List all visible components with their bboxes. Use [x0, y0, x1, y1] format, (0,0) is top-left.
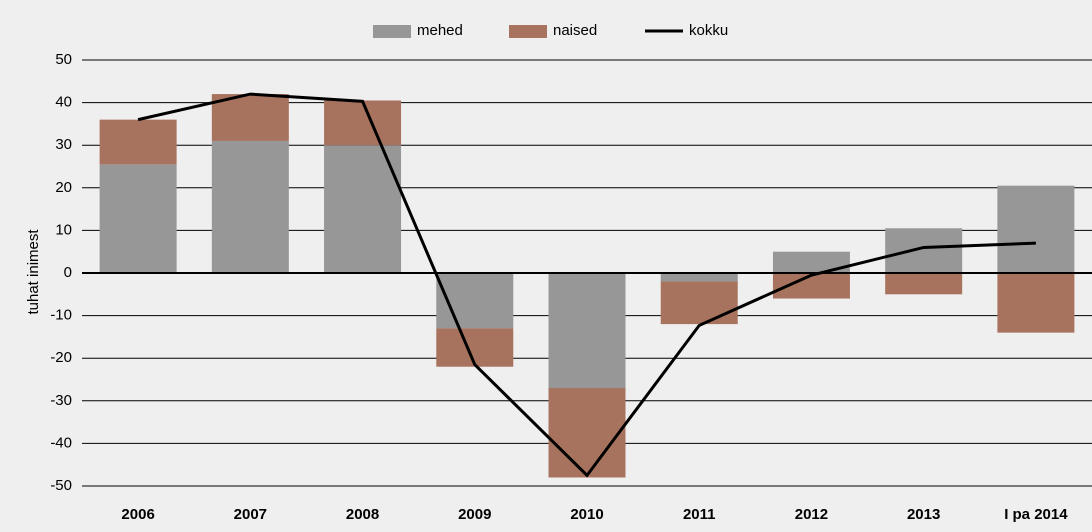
bar — [436, 328, 514, 367]
y-tick-label: -40 — [50, 434, 72, 451]
bar — [660, 273, 738, 282]
y-tick-label: 20 — [55, 179, 72, 196]
legend-label: naised — [553, 22, 597, 39]
y-axis-label: tuhat inimest — [25, 229, 42, 315]
legend-label: kokku — [689, 22, 728, 39]
bar — [211, 140, 289, 273]
bar — [885, 273, 963, 295]
legend-swatch — [373, 25, 411, 38]
x-tick-label: 2006 — [121, 506, 154, 523]
x-tick-label: 2011 — [683, 506, 716, 523]
bar — [997, 185, 1075, 273]
bar — [324, 100, 402, 146]
bar — [660, 281, 738, 325]
bar — [997, 273, 1075, 333]
x-tick-label: 2013 — [907, 506, 940, 523]
x-tick-label: 2009 — [458, 506, 491, 523]
bar — [211, 94, 289, 141]
y-tick-label: 50 — [55, 51, 72, 68]
bar — [99, 164, 177, 273]
x-tick-label: 2012 — [795, 506, 828, 523]
bar — [548, 273, 626, 389]
legend-swatch — [509, 25, 547, 38]
bar — [885, 228, 963, 273]
y-tick-label: 0 — [64, 264, 72, 281]
y-tick-label: -30 — [50, 392, 72, 409]
y-tick-label: -50 — [50, 477, 72, 494]
legend-label: mehed — [417, 22, 463, 39]
x-tick-label: 2010 — [570, 506, 603, 523]
x-tick-label: 2008 — [346, 506, 379, 523]
bar — [772, 251, 850, 273]
y-tick-label: 40 — [55, 94, 72, 111]
y-tick-label: -20 — [50, 349, 72, 366]
x-tick-label: I pa 2014 — [1004, 506, 1068, 523]
bar — [99, 119, 177, 165]
y-tick-label: -10 — [50, 307, 72, 324]
x-tick-label: 2007 — [234, 506, 267, 523]
bar — [548, 388, 626, 478]
y-tick-label: 10 — [55, 221, 72, 238]
bar — [324, 145, 402, 273]
line — [137, 92, 1036, 478]
y-tick-label: 30 — [55, 136, 72, 153]
